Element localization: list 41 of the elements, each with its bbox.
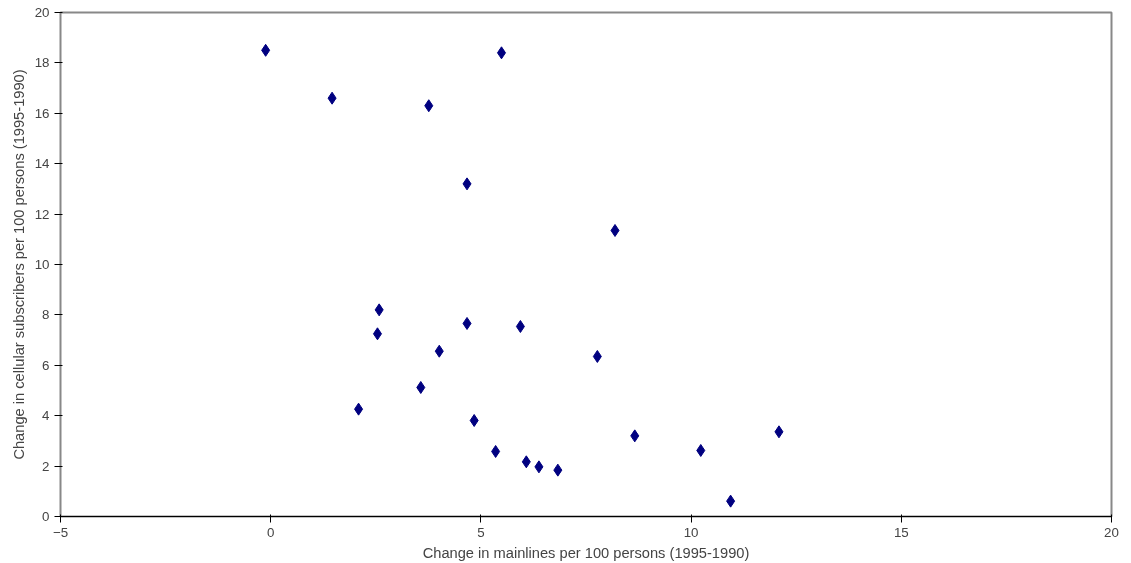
point — [696, 443, 706, 457]
point — [592, 349, 602, 363]
x-tick-label: 10 — [683, 524, 699, 540]
point — [553, 463, 563, 477]
point — [726, 494, 736, 508]
point — [416, 380, 426, 394]
x-tick-label: −5 — [52, 524, 69, 540]
y-tick-label: 4 — [42, 408, 51, 424]
point — [534, 460, 544, 474]
point — [469, 413, 479, 427]
y-tick-label: 20 — [34, 5, 50, 20]
x-tick-label: 15 — [893, 524, 909, 540]
point — [462, 316, 472, 330]
point — [630, 429, 640, 443]
point — [521, 455, 531, 469]
point — [261, 43, 271, 57]
y-tick-label: 14 — [34, 156, 51, 172]
point — [374, 303, 384, 317]
y-tick-label: 12 — [34, 206, 50, 222]
x-tick-label: 5 — [477, 524, 485, 540]
y-tick-label: 16 — [34, 105, 50, 121]
y-axis-title: Change in cellular subscribers per 100 persons (1995-1990) — [10, 69, 27, 460]
point — [372, 327, 382, 341]
point — [434, 344, 444, 358]
point — [774, 425, 784, 439]
y-tick-label: 8 — [42, 307, 50, 323]
point — [327, 91, 337, 105]
point — [515, 319, 525, 333]
x-tick-label: 20 — [1104, 524, 1119, 540]
y-tick-label: 6 — [42, 357, 50, 373]
y-tick-label: 10 — [34, 257, 50, 272]
y-tick-label: 2 — [42, 458, 50, 474]
point — [354, 402, 364, 416]
y-tick-label: 18 — [34, 55, 50, 71]
point — [424, 99, 434, 113]
point — [491, 444, 501, 458]
point — [610, 223, 620, 237]
point — [462, 177, 472, 191]
x-axis-title: Change in mainlines per 100 persons (1995-1990) — [422, 544, 750, 561]
y-tick-label: 0 — [42, 509, 50, 524]
x-tick-label: 0 — [266, 524, 275, 540]
